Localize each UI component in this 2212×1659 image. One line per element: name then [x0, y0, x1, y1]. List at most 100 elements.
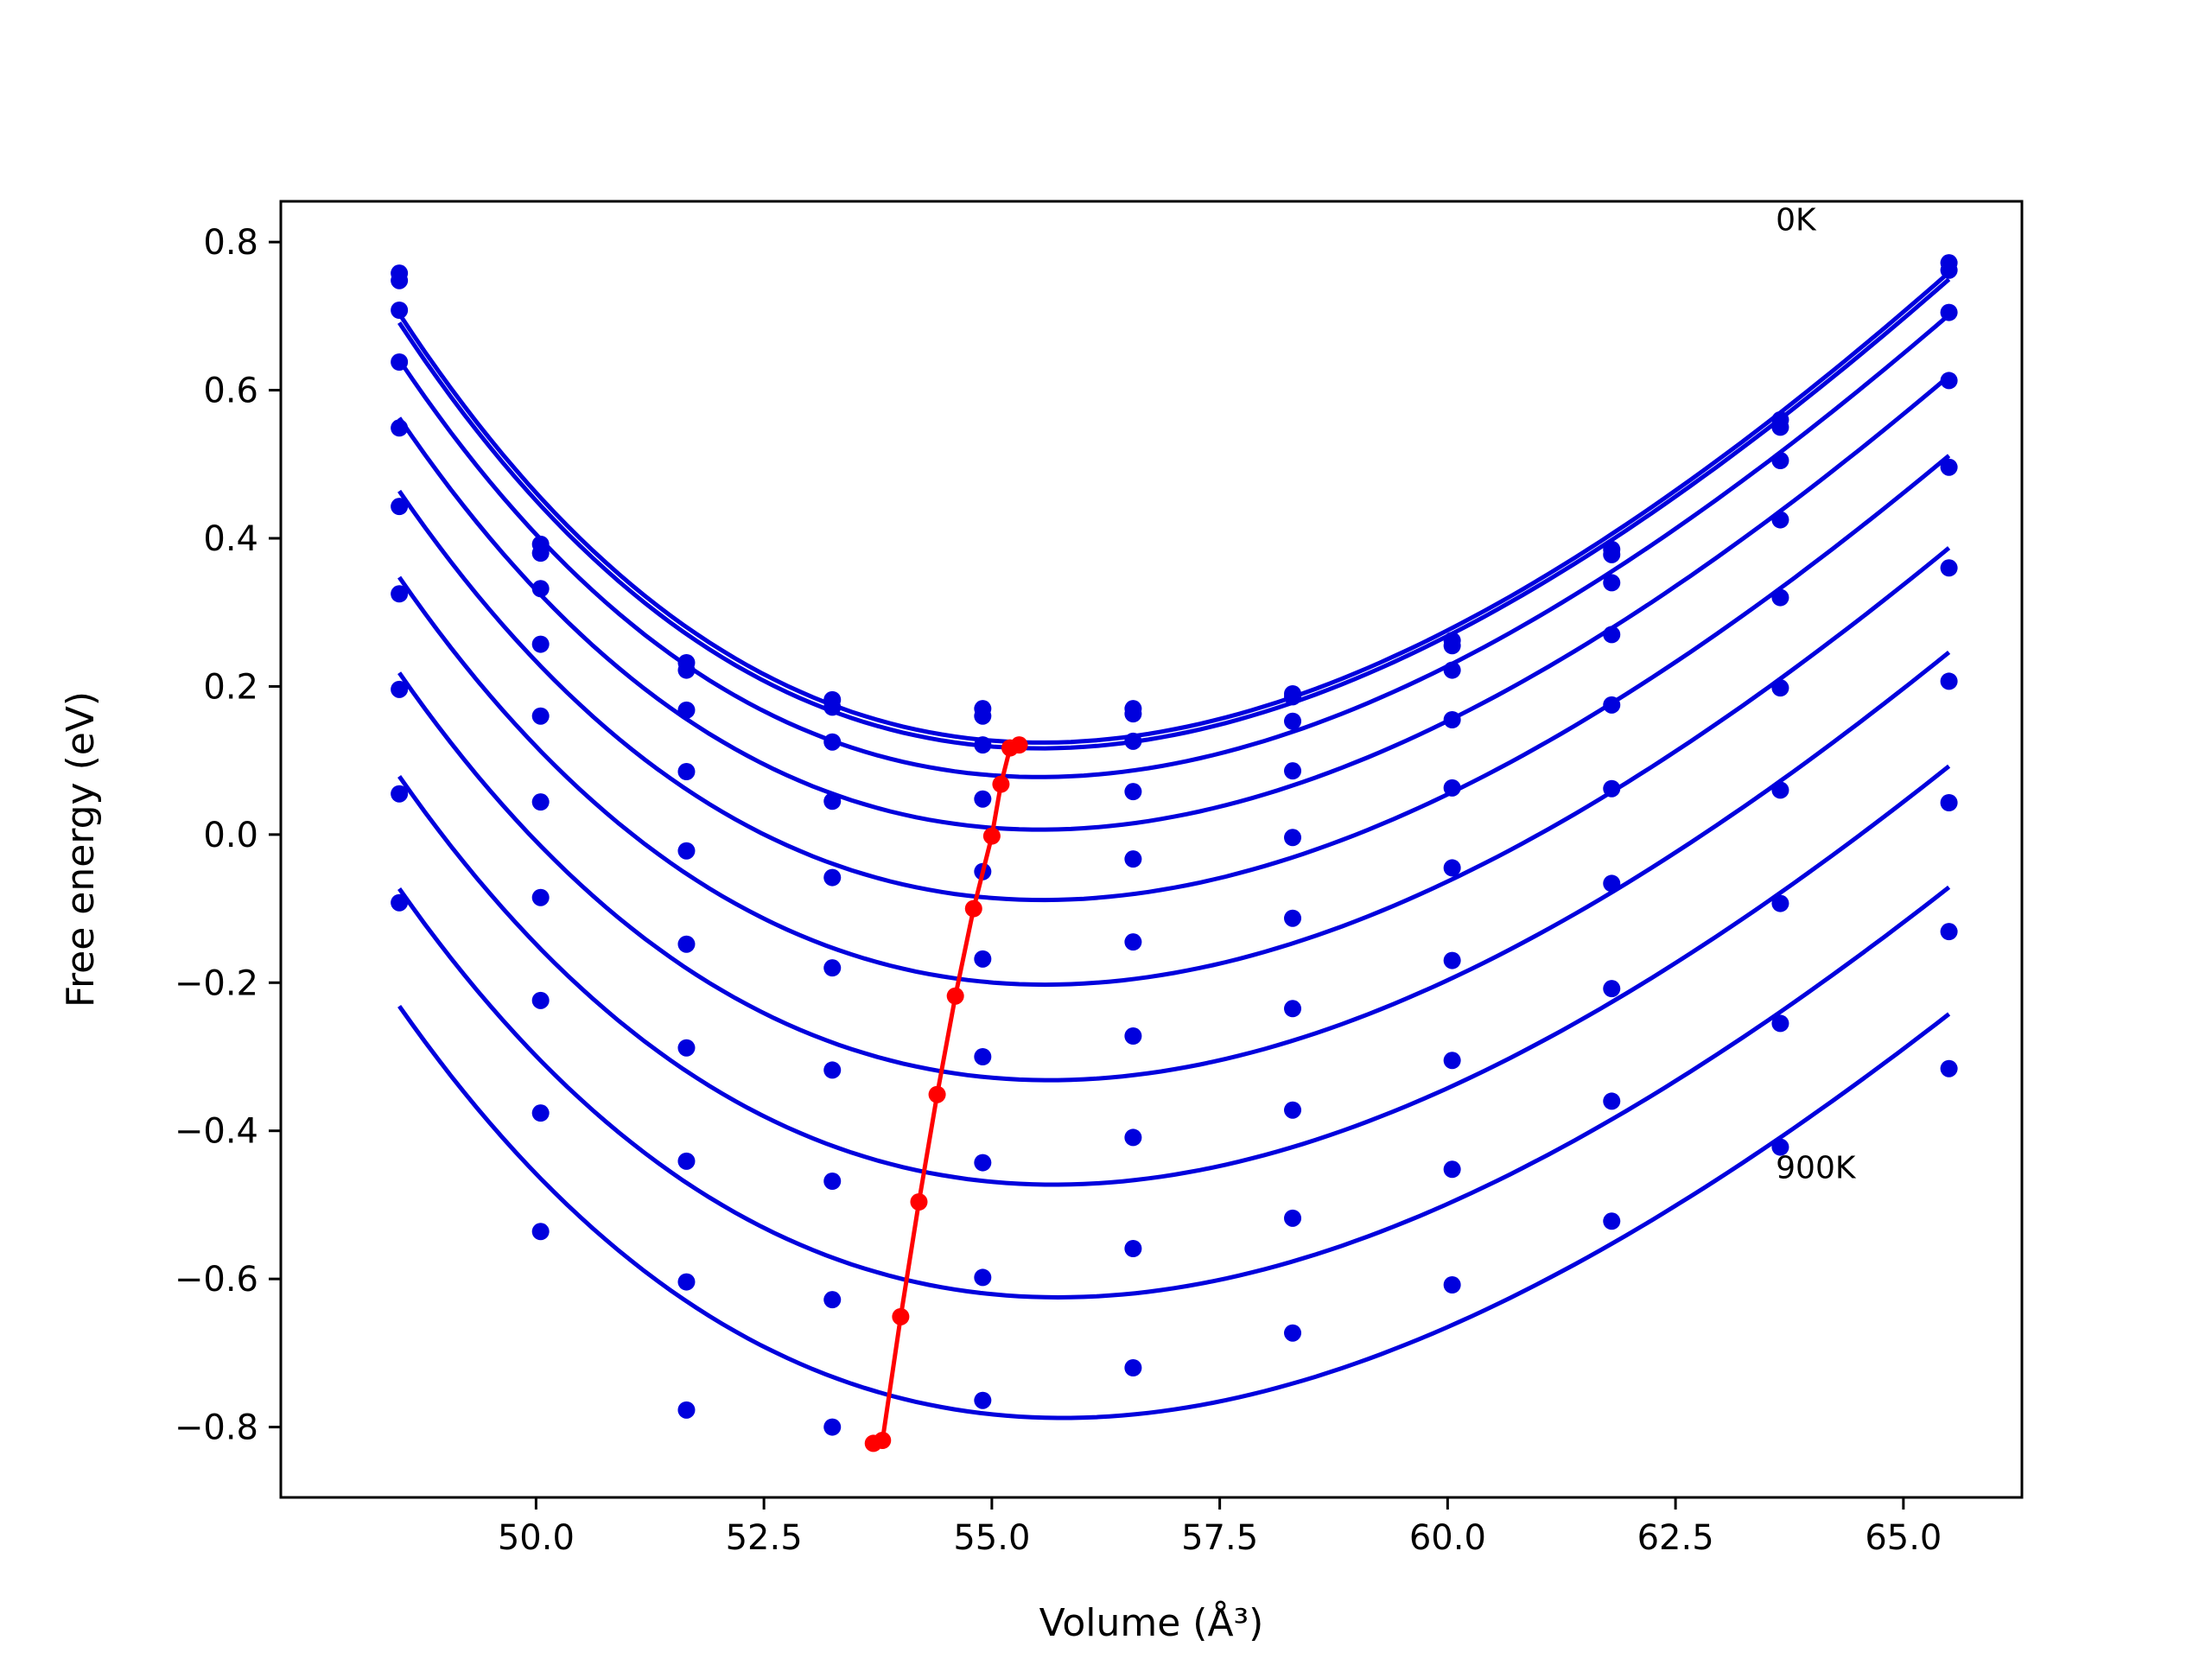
- x-tick-label: 62.5: [1637, 1518, 1714, 1558]
- data-point: [823, 1418, 842, 1436]
- data-point: [974, 1048, 992, 1065]
- data-point: [677, 701, 696, 719]
- data-point: [1284, 829, 1302, 847]
- data-point: [1771, 894, 1789, 912]
- data-point: [531, 544, 550, 563]
- data-point: [1284, 1000, 1302, 1018]
- minimum-point: [992, 775, 1010, 793]
- y-tick-label: 0.0: [203, 816, 258, 855]
- data-point: [391, 785, 409, 803]
- data-point: [391, 302, 409, 319]
- data-point: [1940, 372, 1958, 390]
- data-point: [1443, 1160, 1461, 1179]
- data-point: [1771, 679, 1789, 697]
- data-point: [677, 842, 696, 860]
- fit-curves: [397, 270, 1951, 1421]
- data-point: [1771, 511, 1789, 529]
- x-tick-label: 52.5: [726, 1518, 803, 1558]
- data-point: [1940, 794, 1958, 811]
- data-point: [1284, 1324, 1302, 1342]
- data-point: [974, 790, 992, 808]
- fit-curve: [397, 277, 1951, 751]
- data-point: [391, 498, 409, 516]
- data-point: [1124, 732, 1142, 750]
- fit-curve: [397, 1004, 1951, 1421]
- data-point: [1443, 661, 1461, 679]
- data-point: [1771, 1138, 1789, 1156]
- data-point: [974, 707, 992, 725]
- data-point: [974, 1154, 992, 1172]
- fit-curve: [397, 650, 1951, 1083]
- data-point: [823, 1291, 842, 1309]
- data-point: [1603, 696, 1621, 714]
- data-point: [1443, 637, 1461, 655]
- data-point: [1940, 1059, 1958, 1077]
- data-point: [1124, 1027, 1142, 1045]
- data-point: [823, 792, 842, 810]
- data-point: [1771, 588, 1789, 607]
- data-point: [531, 793, 550, 811]
- x-tick-label: 50.0: [498, 1518, 575, 1558]
- data-point: [391, 893, 409, 912]
- x-axis-title: Volume (Å³): [1039, 1599, 1264, 1645]
- minimum-point: [928, 1085, 946, 1103]
- data-point: [677, 661, 696, 679]
- y-tick-label: 0.6: [203, 372, 258, 411]
- minimum-point: [964, 899, 982, 918]
- data-point: [1284, 1209, 1302, 1227]
- y-tick-label: 0.2: [203, 667, 258, 707]
- data-point: [1443, 779, 1461, 797]
- minimum-point: [910, 1193, 928, 1211]
- plot-frame: [279, 200, 2024, 1499]
- data-point: [391, 585, 409, 603]
- y-tick-label: −0.8: [175, 1408, 258, 1448]
- data-point: [1124, 1359, 1142, 1376]
- data-point: [1940, 672, 1958, 690]
- x-tick-label: 55.0: [953, 1518, 1030, 1558]
- data-point: [1284, 712, 1302, 730]
- minimum-point: [892, 1307, 910, 1325]
- data-point: [1771, 1014, 1789, 1033]
- data-point: [391, 419, 409, 437]
- x-axis-ticks: 50.0 52.5 55.0 57.5 60.0 62.5 65.0: [498, 1497, 1942, 1558]
- data-point: [1124, 1240, 1142, 1257]
- data-point: [1603, 874, 1621, 893]
- fit-curve: [397, 374, 1951, 832]
- data-point: [1603, 779, 1621, 798]
- data-point: [1771, 781, 1789, 799]
- y-tick-label: −0.4: [175, 1112, 258, 1152]
- fit-curve: [397, 764, 1951, 1187]
- data-point: [1443, 1052, 1461, 1070]
- data-points: [391, 254, 1958, 1436]
- y-axis-ticks: −0.8 −0.6 −0.4 −0.2 0.0 0.2 0.4 0.6 0.8: [175, 223, 281, 1448]
- data-point: [974, 1391, 992, 1409]
- data-point: [1603, 574, 1621, 592]
- data-point: [531, 1223, 550, 1241]
- data-point: [391, 353, 409, 371]
- data-point: [677, 1039, 696, 1057]
- minima-path: [872, 742, 1020, 1446]
- minimum-point: [1001, 739, 1019, 757]
- data-point: [1284, 1101, 1302, 1119]
- annotations: 0K 900K: [1776, 202, 1857, 1185]
- data-point: [823, 733, 842, 751]
- data-point: [531, 580, 550, 598]
- data-point: [823, 698, 842, 716]
- data-point: [1603, 626, 1621, 644]
- minimum-point: [864, 1434, 882, 1452]
- data-point: [531, 707, 550, 725]
- data-point: [1603, 545, 1621, 563]
- data-point: [677, 763, 696, 780]
- x-tick-label: 60.0: [1409, 1518, 1486, 1558]
- data-point: [974, 736, 992, 754]
- data-point: [1124, 850, 1142, 868]
- y-axis-title: Free energy (eV): [59, 691, 103, 1007]
- data-point: [823, 1061, 842, 1079]
- data-point: [1443, 711, 1461, 728]
- data-point: [1940, 458, 1958, 476]
- data-point: [531, 991, 550, 1009]
- data-point: [1124, 783, 1142, 801]
- data-point: [1940, 559, 1958, 577]
- x-tick-label: 65.0: [1865, 1518, 1942, 1558]
- data-point: [823, 868, 842, 887]
